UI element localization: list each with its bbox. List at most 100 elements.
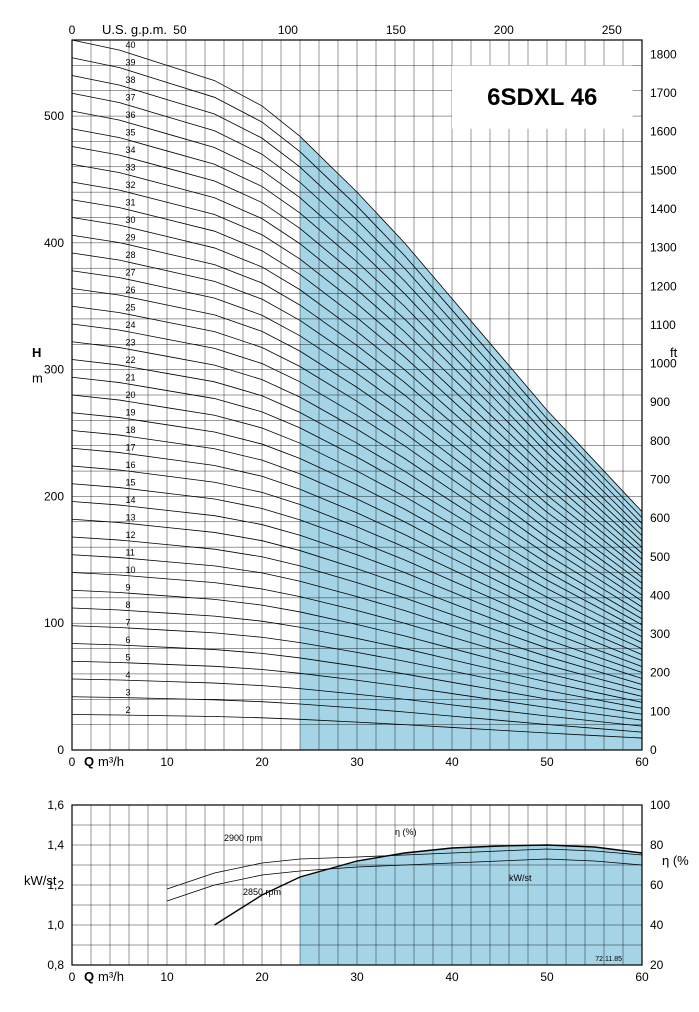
svg-text:100: 100 (278, 23, 298, 37)
stage-label: 11 (126, 548, 135, 558)
stage-label: 34 (126, 145, 136, 155)
stage-label: 13 (126, 513, 136, 523)
curve-label: η (%) (395, 827, 417, 837)
svg-text:60: 60 (650, 878, 664, 892)
svg-text:100: 100 (650, 798, 670, 812)
stage-label: 16 (126, 460, 136, 470)
svg-text:0: 0 (69, 23, 76, 37)
svg-text:1200: 1200 (650, 279, 677, 293)
svg-text:kW/st: kW/st (24, 873, 57, 888)
svg-text:m³/h: m³/h (98, 754, 124, 769)
svg-text:600: 600 (650, 511, 670, 525)
svg-text:200: 200 (44, 489, 64, 503)
svg-text:20: 20 (255, 755, 269, 769)
stage-label: 5 (126, 653, 131, 663)
svg-text:U.S. g.p.m.: U.S. g.p.m. (102, 22, 167, 37)
svg-text:30: 30 (350, 970, 364, 984)
stage-label: 8 (126, 600, 131, 610)
svg-text:700: 700 (650, 472, 670, 486)
stage-label: 3 (126, 688, 131, 698)
stage-label: 37 (126, 93, 136, 103)
svg-text:200: 200 (494, 23, 514, 37)
svg-text:300: 300 (44, 363, 64, 377)
chart-svg: 6SDXL 4623456789101112131415161718192021… (10, 10, 689, 1002)
stage-label: 17 (126, 443, 136, 453)
svg-text:20: 20 (650, 958, 664, 972)
svg-text:800: 800 (650, 434, 670, 448)
stage-label: 21 (126, 373, 136, 383)
stage-label: 7 (126, 618, 131, 628)
svg-text:1700: 1700 (650, 86, 677, 100)
svg-text:0: 0 (69, 755, 76, 769)
stage-label: 31 (126, 198, 136, 208)
curve-label: kW/st (509, 873, 532, 883)
stage-label: 14 (126, 495, 136, 505)
svg-text:0: 0 (650, 743, 657, 757)
svg-text:200: 200 (650, 666, 670, 680)
svg-text:1800: 1800 (650, 47, 677, 61)
stage-label: 29 (126, 233, 136, 243)
svg-text:0: 0 (69, 970, 76, 984)
stage-label: 24 (126, 320, 136, 330)
svg-text:60: 60 (635, 970, 649, 984)
svg-text:1,0: 1,0 (47, 918, 64, 932)
stage-label: 26 (126, 285, 136, 295)
stage-label: 39 (126, 58, 136, 68)
stage-label: 32 (126, 180, 136, 190)
svg-text:1500: 1500 (650, 163, 677, 177)
stage-label: 25 (126, 303, 136, 313)
svg-text:1,6: 1,6 (47, 798, 64, 812)
svg-text:20: 20 (255, 970, 269, 984)
svg-text:500: 500 (650, 550, 670, 564)
stage-label: 15 (126, 478, 136, 488)
stage-label: 23 (126, 338, 136, 348)
svg-text:60: 60 (635, 755, 649, 769)
curve-label: 2900 rpm (224, 833, 262, 843)
svg-text:Q: Q (84, 754, 94, 769)
chart-title: 6SDXL 46 (487, 84, 597, 111)
svg-text:50: 50 (540, 755, 554, 769)
stage-label: 9 (126, 583, 131, 593)
pump-curve-figure: 6SDXL 4623456789101112131415161718192021… (10, 10, 689, 1002)
svg-text:1400: 1400 (650, 202, 677, 216)
svg-text:m: m (32, 370, 43, 385)
svg-text:1300: 1300 (650, 241, 677, 255)
svg-text:40: 40 (445, 755, 459, 769)
svg-text:30: 30 (350, 755, 364, 769)
svg-text:50: 50 (540, 970, 554, 984)
svg-text:900: 900 (650, 395, 670, 409)
svg-text:500: 500 (44, 109, 64, 123)
stage-label: 12 (126, 530, 136, 540)
stage-label: 19 (126, 408, 136, 418)
stage-label: 33 (126, 163, 136, 173)
svg-text:η (%): η (%) (662, 853, 689, 868)
svg-text:80: 80 (650, 838, 664, 852)
stage-label: 35 (126, 128, 136, 138)
stage-label: 18 (126, 425, 136, 435)
svg-text:250: 250 (602, 23, 622, 37)
curve-label: 2850 rpm (243, 887, 281, 897)
stage-label: 6 (126, 635, 131, 645)
stage-label: 36 (126, 110, 136, 120)
footer-code: 72.11.85 (595, 956, 622, 963)
stage-label: 22 (126, 355, 136, 365)
svg-text:10: 10 (160, 755, 174, 769)
svg-text:400: 400 (44, 236, 64, 250)
stage-label: 40 (126, 40, 136, 50)
stage-label: 28 (126, 250, 136, 260)
svg-text:0: 0 (57, 743, 64, 757)
svg-text:H: H (32, 345, 41, 360)
svg-text:150: 150 (386, 23, 406, 37)
svg-text:m³/h: m³/h (98, 969, 124, 984)
svg-text:1100: 1100 (650, 318, 676, 332)
stage-label: 4 (126, 670, 131, 680)
svg-text:300: 300 (650, 627, 670, 641)
stage-label: 20 (126, 390, 136, 400)
stage-label: 2 (126, 705, 131, 715)
svg-text:0,8: 0,8 (47, 958, 64, 972)
svg-text:40: 40 (445, 970, 459, 984)
svg-text:Q: Q (84, 969, 94, 984)
svg-text:10: 10 (160, 970, 174, 984)
svg-text:50: 50 (173, 23, 187, 37)
svg-text:1,4: 1,4 (47, 838, 64, 852)
